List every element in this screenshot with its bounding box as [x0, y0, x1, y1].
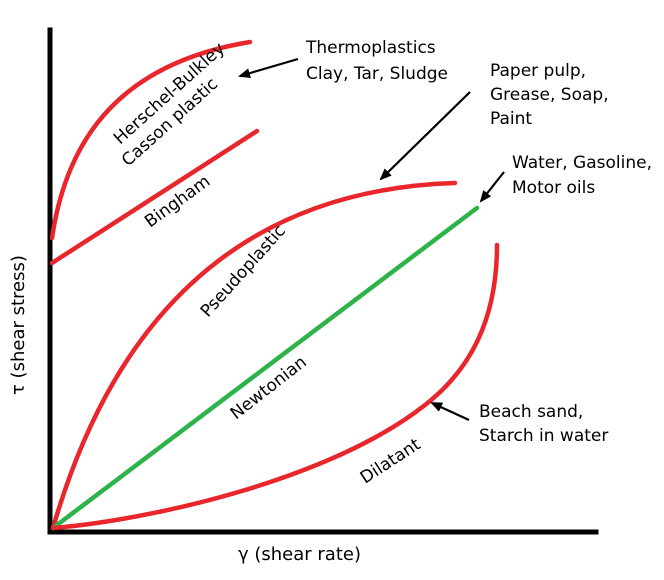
pseudoplastic-label: Pseudoplastic	[197, 221, 290, 321]
thermoplastics-arrow	[238, 57, 299, 78]
y-axis-label: τ (shear stress)	[8, 255, 29, 395]
pseudoplastic-curve	[50, 180, 458, 531]
beach-sand-annotation: Beach sand, Starch in water	[479, 402, 608, 446]
water-annotation: Water, Gasoline, Motor oils	[512, 153, 657, 198]
paper-pulp-arrow	[379, 91, 471, 181]
x-axis-label: γ (shear rate)	[238, 544, 361, 565]
thermoplastics-annotation: Thermoplastics Clay, Tar, Sludge	[305, 38, 448, 84]
bingham-curve	[49, 128, 260, 266]
newtonian-curve	[50, 205, 480, 531]
paper-pulp-annotation: Paper pulp, Grease, Soap, Paint	[490, 61, 614, 129]
water-arrow	[479, 171, 505, 203]
beach-sand-arrow	[430, 402, 470, 421]
herschel-bulkley-curve	[49, 39, 253, 241]
dilatant-curve	[50, 242, 500, 531]
